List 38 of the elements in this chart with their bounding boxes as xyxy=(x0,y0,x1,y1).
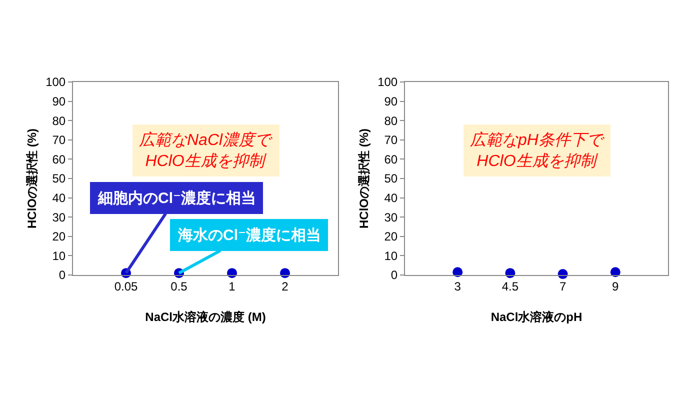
y-axis-title: HClOの選択性 (%) xyxy=(356,128,371,228)
annotation: 広範なpH条件下で HClO生成を抑制 xyxy=(470,131,604,170)
y-tick-label: 80 xyxy=(52,114,66,128)
x-tick-label: 1 xyxy=(228,279,236,294)
y-tick-label: 30 xyxy=(384,210,398,224)
y-tick-label: 20 xyxy=(384,230,398,244)
y-tick-label: 50 xyxy=(52,172,66,186)
y-tick-label: 80 xyxy=(384,114,398,128)
y-tick-label: 90 xyxy=(52,94,66,108)
y-axis-title: HClOの選択性 (%) xyxy=(24,128,39,228)
annotation: 広範なNaCl濃度で HClO生成を抑制 xyxy=(139,131,273,170)
y-tick-label: 60 xyxy=(384,152,398,166)
annotation: 海水のCl⁻濃度に相当 xyxy=(177,226,321,244)
y-tick-label: 40 xyxy=(52,191,66,205)
x-axis-title: NaCl水溶液の濃度 (M) xyxy=(145,310,266,324)
x-tick-label: 3 xyxy=(454,279,462,294)
y-tick-label: 90 xyxy=(384,94,398,108)
y-tick-label: 50 xyxy=(384,172,398,186)
y-tick-label: 100 xyxy=(378,75,398,90)
x-tick-label: 4.5 xyxy=(502,279,519,294)
y-tick-label: 70 xyxy=(384,133,398,148)
y-tick-label: 20 xyxy=(52,230,66,244)
y-tick-label: 60 xyxy=(52,152,66,166)
x-tick-label: 0.05 xyxy=(114,279,138,294)
y-tick-label: 0 xyxy=(390,268,398,282)
y-tick-label: 100 xyxy=(46,75,66,90)
x-tick-label: 0.5 xyxy=(170,279,188,294)
x-tick-label: 2 xyxy=(282,279,289,294)
y-tick-label: 10 xyxy=(52,248,66,263)
x-tick-label: 7 xyxy=(559,279,566,294)
y-tick-label: 0 xyxy=(58,268,66,282)
y-tick-label: 40 xyxy=(384,191,398,205)
x-axis-title: NaCl水溶液のpH xyxy=(490,310,582,324)
y-tick-label: 10 xyxy=(384,248,398,263)
annotation: 細胞内のCl⁻濃度に相当 xyxy=(97,189,256,207)
x-tick-label: 9 xyxy=(612,279,620,294)
y-tick-label: 30 xyxy=(52,210,66,224)
y-tick-label: 70 xyxy=(52,133,66,148)
